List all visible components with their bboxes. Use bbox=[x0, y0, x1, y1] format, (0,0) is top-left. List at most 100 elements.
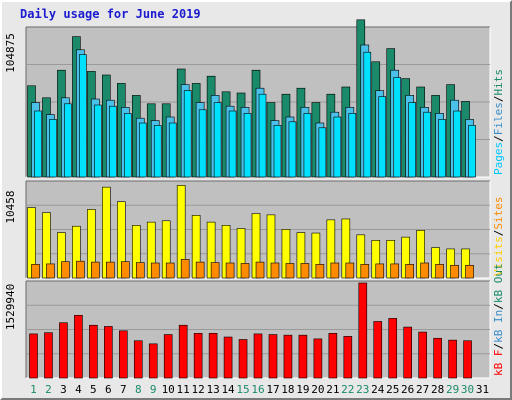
bar-kb bbox=[193, 332, 203, 379]
legend-separator: / bbox=[492, 135, 505, 142]
bar-pages bbox=[423, 111, 431, 178]
bar-sites bbox=[46, 263, 55, 279]
legend-separator: / bbox=[492, 303, 505, 310]
y-axis-max-label: 10458 bbox=[4, 190, 17, 223]
bar-pages bbox=[468, 125, 476, 178]
bar-kb bbox=[283, 334, 293, 379]
x-tick-label: 30 bbox=[461, 383, 474, 396]
bar-sites bbox=[195, 261, 205, 279]
bar-sites bbox=[450, 264, 459, 279]
bar-sites bbox=[390, 263, 400, 279]
bar-sites bbox=[405, 264, 414, 279]
bar-sites bbox=[225, 262, 235, 279]
bar-kb bbox=[223, 336, 233, 379]
x-tick-label: 18 bbox=[281, 383, 294, 396]
bar-kb bbox=[29, 333, 38, 379]
bar-sites bbox=[345, 262, 355, 279]
bar-kb bbox=[238, 339, 248, 379]
x-tick-label: 31 bbox=[476, 383, 489, 396]
legend: Visits/Sites bbox=[492, 197, 505, 277]
x-tick-label: 9 bbox=[150, 383, 157, 396]
bar-kb bbox=[388, 318, 398, 379]
bar-pages bbox=[109, 105, 117, 178]
legend-item: Visits bbox=[492, 236, 505, 276]
bar-kb bbox=[163, 334, 173, 379]
x-tick-label: 15 bbox=[236, 383, 249, 396]
bar-sites bbox=[315, 264, 325, 279]
bar-sites bbox=[31, 264, 40, 279]
bar-pages bbox=[318, 127, 327, 178]
legend: kB F/kB In/kB Out bbox=[492, 263, 505, 376]
x-tick-label: 19 bbox=[296, 383, 309, 396]
legend-item: Sites bbox=[492, 197, 505, 230]
bar-pages bbox=[64, 103, 72, 178]
bar-kb bbox=[44, 332, 53, 379]
bar-kb bbox=[119, 330, 128, 379]
bar-pages bbox=[124, 113, 132, 178]
x-tick-label: 5 bbox=[90, 383, 97, 396]
bar-pages bbox=[49, 119, 57, 178]
bar-kb bbox=[178, 324, 188, 379]
bar-pages bbox=[348, 113, 357, 178]
bar-kb bbox=[253, 333, 263, 379]
bar-kb bbox=[448, 339, 457, 379]
x-tick-label: 24 bbox=[371, 383, 385, 396]
bar-kb bbox=[358, 282, 368, 379]
bar-kb bbox=[433, 337, 442, 379]
bar-pages bbox=[333, 116, 342, 178]
legend-item: Pages bbox=[492, 142, 505, 175]
bar-sites bbox=[360, 264, 370, 279]
bar-pages bbox=[34, 110, 42, 178]
bar-sites bbox=[270, 262, 280, 279]
x-tick-label: 17 bbox=[266, 383, 279, 396]
bar-pages bbox=[153, 125, 162, 178]
x-tick-label: 25 bbox=[386, 383, 399, 396]
x-tick-label: 13 bbox=[206, 383, 219, 396]
legend-separator: / bbox=[492, 96, 505, 103]
bar-sites bbox=[135, 262, 145, 279]
bar-sites bbox=[76, 260, 85, 279]
bar-sites bbox=[255, 261, 265, 279]
x-tick-label: 1 bbox=[30, 383, 37, 396]
bar-pages bbox=[138, 122, 147, 178]
bar-sites bbox=[435, 264, 444, 279]
bar-sites bbox=[465, 264, 474, 279]
legend-item: Hits bbox=[492, 69, 505, 96]
x-tick-label: 22 bbox=[341, 383, 354, 396]
x-tick-label: 4 bbox=[75, 383, 82, 396]
bar-sites bbox=[61, 261, 70, 279]
legend: Pages/Files/Hits bbox=[492, 69, 505, 175]
legend-item: Files bbox=[492, 102, 505, 135]
bar-kb bbox=[74, 314, 83, 379]
bar-sites bbox=[180, 259, 190, 279]
x-tick-label: 3 bbox=[60, 383, 67, 396]
bar-sites bbox=[121, 261, 130, 279]
legend-item: kB F bbox=[492, 350, 505, 377]
bar-pages bbox=[213, 102, 222, 178]
bar-kb bbox=[59, 322, 68, 379]
bar-pages bbox=[243, 113, 252, 178]
x-tick-label: 11 bbox=[177, 383, 190, 396]
chart-title: Daily usage for June 2019 bbox=[20, 7, 201, 21]
bar-pages bbox=[198, 109, 207, 178]
legend-separator: / bbox=[492, 230, 505, 237]
bar-sites bbox=[330, 262, 340, 279]
bar-pages bbox=[363, 51, 372, 178]
bar-pages bbox=[183, 90, 192, 178]
bar-kb bbox=[89, 324, 98, 379]
bar-pages bbox=[393, 77, 402, 178]
x-tick-label: 12 bbox=[192, 383, 205, 396]
legend-separator: / bbox=[492, 343, 505, 350]
bar-kb bbox=[328, 332, 338, 379]
bar-kb bbox=[418, 331, 427, 379]
x-tick-label: 20 bbox=[311, 383, 324, 396]
bar-kb bbox=[298, 334, 308, 379]
legend-item: kB In bbox=[492, 310, 505, 343]
bar-kb bbox=[463, 340, 472, 379]
x-tick-label: 6 bbox=[105, 383, 112, 396]
bar-sites bbox=[91, 261, 100, 279]
bar-pages bbox=[408, 102, 416, 178]
x-tick-label: 2 bbox=[45, 383, 52, 396]
